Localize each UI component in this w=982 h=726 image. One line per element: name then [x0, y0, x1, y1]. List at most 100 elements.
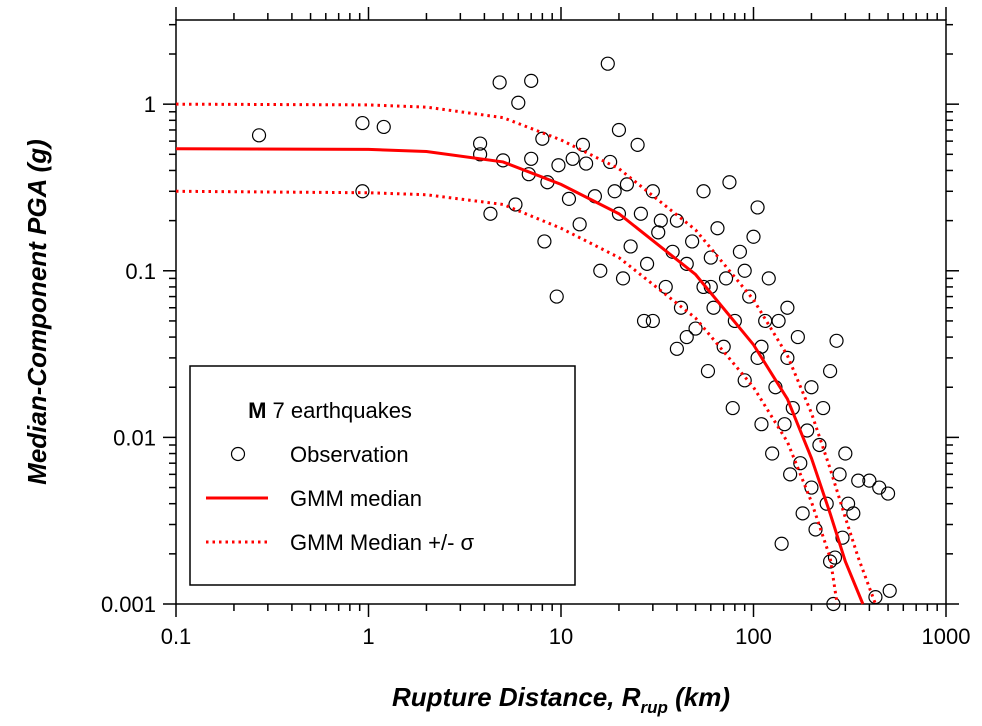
- observation-point: [880, 486, 896, 501]
- observation-point: [492, 75, 507, 90]
- observation-point: [780, 350, 795, 365]
- observation-point: [679, 329, 694, 345]
- x-axis-label-subscript: rup: [640, 698, 667, 717]
- observation-point: [777, 417, 792, 432]
- observation-point: [780, 300, 795, 315]
- observation-point: [535, 131, 550, 146]
- curve: [175, 189, 839, 605]
- observation-point: [732, 244, 748, 259]
- observation-point: [645, 313, 660, 329]
- observation-point: [696, 184, 711, 199]
- x-tick-label: 0.1: [161, 624, 192, 649]
- x-tick-label: 10: [549, 624, 573, 649]
- observation-point: [572, 217, 587, 232]
- observation-point: [565, 151, 580, 166]
- observation-point: [819, 496, 834, 511]
- y-axis-label: Median-Component PGA (g): [22, 139, 52, 485]
- observation-point: [696, 279, 711, 295]
- observation-point: [816, 400, 831, 416]
- observation-point: [593, 263, 608, 278]
- observation-point: [561, 191, 577, 207]
- observation-point: [251, 128, 267, 143]
- y-tick-label: 1: [144, 92, 156, 117]
- observation-point: [578, 156, 594, 171]
- observation-point: [838, 446, 853, 461]
- observation-point: [706, 300, 721, 315]
- observation-point: [607, 184, 622, 199]
- observation-point: [611, 206, 627, 221]
- observation-point: [761, 271, 776, 286]
- observation-point: [750, 200, 765, 215]
- observation-point: [727, 313, 742, 329]
- y-tick-label: 0.1: [125, 259, 156, 284]
- observation-point: [524, 151, 539, 166]
- observation-point: [722, 175, 737, 190]
- observation-point: [793, 456, 808, 471]
- observation-point: [823, 554, 838, 569]
- observation-point: [882, 583, 897, 598]
- observation-point: [774, 536, 789, 551]
- x-tick-label: 1: [362, 624, 374, 649]
- curve: [175, 147, 865, 605]
- observation-point: [537, 234, 552, 249]
- curve: [175, 102, 877, 605]
- observation-point: [771, 313, 786, 329]
- observation-point: [611, 122, 627, 138]
- observation-point: [376, 119, 391, 135]
- observation-point: [826, 596, 841, 612]
- observation-point: [600, 56, 615, 71]
- observation-point: [827, 550, 843, 565]
- observation-point: [473, 136, 488, 151]
- observation-point: [832, 467, 847, 482]
- x-tick-label: 100: [735, 624, 772, 649]
- observation-point: [700, 363, 716, 379]
- observation-point: [746, 229, 761, 244]
- observation-point: [783, 467, 798, 482]
- observation-point: [685, 234, 700, 249]
- observation-point: [645, 184, 660, 199]
- observation-point: [742, 289, 757, 304]
- observation-point: [636, 313, 652, 329]
- observation-point: [716, 339, 731, 354]
- observation-point: [862, 473, 877, 488]
- observation-point: [804, 380, 819, 395]
- observation-point: [872, 480, 887, 495]
- legend-title: M 7 earthquakes: [248, 398, 412, 423]
- observation-point: [551, 158, 566, 173]
- observation-point: [703, 250, 718, 265]
- observation-point: [630, 137, 645, 152]
- observation-point: [795, 506, 810, 521]
- observation-point: [669, 341, 684, 356]
- observation-point: [639, 256, 655, 271]
- x-axis-label: Rupture Distance, Rrup (km): [392, 682, 730, 717]
- y-tick-label: 0.001: [101, 592, 156, 617]
- observation-point: [549, 289, 564, 304]
- observation-point: [790, 329, 805, 345]
- observation-point: [615, 271, 631, 286]
- data-layer: [175, 56, 897, 612]
- observation-point: [851, 473, 866, 488]
- legend-title-bold: M: [248, 398, 266, 423]
- y-tick-label: 0.01: [113, 425, 156, 450]
- observation-point: [355, 184, 370, 199]
- observation-point: [473, 147, 488, 162]
- observation-point: [355, 115, 370, 131]
- observation-point: [725, 400, 740, 416]
- x-axis-label-suffix: (km): [668, 682, 730, 712]
- observation-point: [673, 300, 689, 315]
- legend-label: GMM Median +/- σ: [290, 530, 475, 555]
- observation-point: [823, 363, 838, 379]
- legend-label: Observation: [290, 442, 409, 467]
- observation-point: [754, 417, 769, 432]
- observation-point: [651, 225, 666, 240]
- x-tick-label: 1000: [922, 624, 971, 649]
- observation-point: [812, 437, 827, 453]
- observation-point: [511, 95, 526, 110]
- observation-point: [835, 530, 850, 545]
- legend-title-text: 7 earthquakes: [266, 398, 412, 423]
- observation-point: [688, 321, 703, 336]
- observation-point: [737, 263, 752, 278]
- legend-marker: [230, 446, 246, 462]
- observation-point: [765, 446, 780, 461]
